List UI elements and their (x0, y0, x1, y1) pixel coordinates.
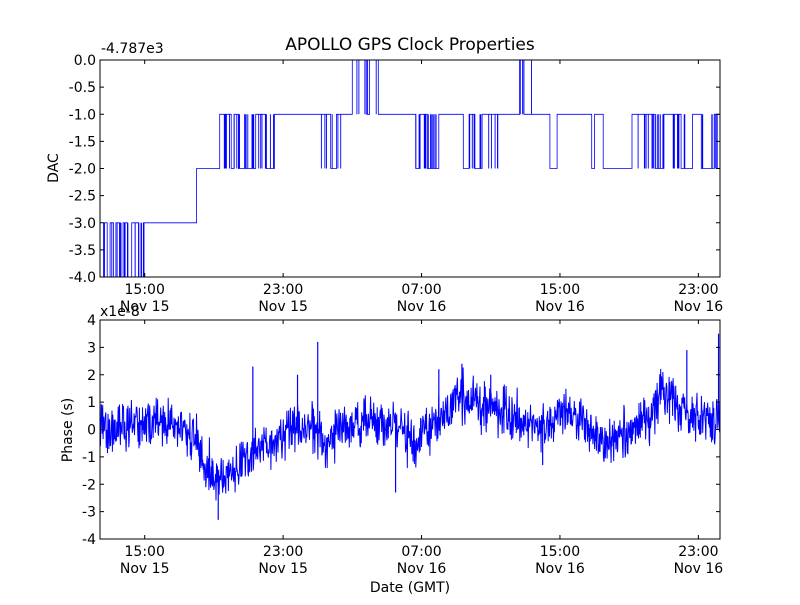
x-tick-date-label: Nov 15 (258, 561, 308, 577)
x-tick-date-label: Nov 16 (397, 561, 447, 577)
x-tick-time-label: 15:00 (540, 544, 580, 560)
y-tick-label: -4.0 (69, 270, 96, 286)
x-tick-time-label: 15:00 (125, 282, 165, 298)
figure-title: APOLLO GPS Clock Properties (285, 35, 535, 55)
dac-series (100, 59, 720, 278)
y-tick-label: 4 (87, 313, 96, 329)
phase-x-axis-label: Date (GMT) (370, 580, 450, 596)
phase-line (99, 367, 721, 501)
x-tick-date-label: Nov 15 (120, 299, 170, 315)
x-tick-time-label: 23:00 (678, 282, 718, 298)
dac-toggle-burst (356, 60, 377, 115)
y-tick-label: 3 (87, 340, 96, 356)
y-tick-label: 0 (87, 423, 96, 439)
phase-y-axis-label: Phase (s) (60, 398, 76, 462)
x-tick-date-label: Nov 16 (674, 299, 724, 315)
x-tick-time-label: 23:00 (263, 544, 303, 560)
y-tick-label: -3.5 (69, 243, 96, 259)
phase-y-ticks: -4 -3 -2 -1 0 1 2 3 4 (82, 313, 720, 548)
x-tick-time-label: 23:00 (263, 282, 303, 298)
x-tick-time-label: 07:00 (401, 282, 441, 298)
y-tick-label: -2 (82, 477, 96, 493)
x-tick-time-label: 15:00 (125, 544, 165, 560)
dac-offset-label: -4.787e3 (101, 41, 164, 57)
dac-toggle-burst (519, 60, 532, 115)
dac-y-axis-label: DAC (46, 153, 62, 183)
y-tick-label: -2.0 (69, 162, 96, 178)
y-tick-label: 0.0 (74, 53, 96, 69)
phase-offset-label: x1e-8 (100, 304, 140, 320)
x-tick-time-label: 15:00 (540, 282, 580, 298)
y-tick-label: -2.5 (69, 189, 96, 205)
dac-toggle-burst (469, 114, 499, 169)
x-tick-time-label: 07:00 (401, 544, 441, 560)
dac-line (100, 59, 720, 278)
y-tick-label: 1 (87, 395, 96, 411)
dac-toggle-burst (223, 114, 274, 169)
y-tick-label: -1.5 (69, 134, 96, 150)
dac-toggle-burst (415, 114, 437, 169)
dac-panel: -4.787e3 DAC -4.0 -3.5 -3.0 -2.5 -2.0 -1.5 -1.… (46, 41, 723, 315)
x-tick-date-label: Nov 16 (535, 299, 585, 315)
dac-y-ticks: -4.0 -3.5 -3.0 -2.5 -2.0 -1.5 -1.0 -0.5 0.0 (69, 53, 720, 286)
phase-plot-frame (99, 319, 721, 540)
x-tick-date-label: Nov 15 (120, 561, 170, 577)
x-tick-time-label: 23:00 (678, 544, 718, 560)
x-tick-date-label: Nov 16 (397, 299, 447, 315)
x-tick-date-label: Nov 16 (535, 561, 585, 577)
dac-toggle-burst (637, 114, 686, 169)
dac-toggle-burst (320, 114, 342, 169)
dac-plot-frame (99, 59, 721, 278)
phase-panel: x1e-8 Phase (s) Date (GMT) -4 -3 -2 -1 0 1 2 3 4… (60, 304, 723, 596)
x-tick-date-label: Nov 15 (258, 299, 308, 315)
y-tick-label: -1 (82, 450, 96, 466)
y-tick-label: -4 (82, 532, 96, 548)
y-tick-label: -1.0 (69, 107, 96, 123)
y-tick-label: -3.0 (69, 216, 96, 232)
y-tick-label: -0.5 (69, 80, 96, 96)
y-tick-label: 2 (87, 368, 96, 384)
x-tick-date-label: Nov 16 (674, 561, 724, 577)
y-tick-label: -3 (82, 505, 96, 521)
